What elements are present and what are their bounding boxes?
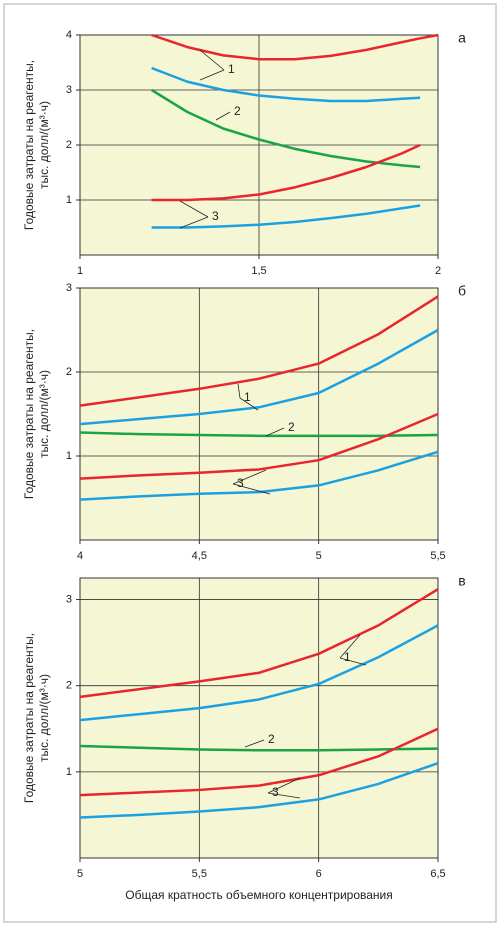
- y-tick-label: 3: [66, 84, 72, 96]
- y-axis-label: тыс. долл/(м³·ч): [37, 370, 51, 458]
- leader-line: [199, 69, 225, 81]
- x-tick-label: 5: [77, 868, 83, 880]
- x-tick-label: 4,5: [192, 550, 207, 562]
- x-tick-label: 2: [435, 265, 441, 277]
- y-tick-label: 4: [66, 29, 72, 41]
- curve-label: 3: [212, 209, 219, 223]
- curve: [79, 762, 439, 819]
- x-tick-label: 6,5: [430, 868, 445, 880]
- leader-line: [179, 200, 209, 218]
- leader-line: [267, 777, 301, 794]
- curve: [79, 412, 439, 480]
- plot-border: [79, 34, 439, 256]
- leader-line: [199, 49, 225, 71]
- curve: [79, 624, 439, 722]
- panel-label: в: [458, 573, 465, 589]
- curve: [79, 431, 439, 438]
- leader-line: [232, 469, 267, 485]
- leader-line: [244, 739, 265, 748]
- leader-line: [179, 216, 209, 229]
- leader-line: [265, 427, 285, 437]
- x-tick-label: 4: [77, 550, 83, 562]
- leader-line: [267, 792, 301, 799]
- curve: [79, 450, 439, 501]
- y-axis-label: Годовые затраты на реагенты,: [22, 633, 36, 803]
- y-tick-label: 1: [66, 766, 72, 778]
- curve: [79, 295, 439, 407]
- curve-label: 2: [288, 420, 295, 434]
- leader-line: [239, 397, 259, 411]
- leader-line: [232, 483, 271, 495]
- y-tick-label: 2: [66, 139, 72, 151]
- curve: [150, 88, 421, 169]
- y-tick-label: 3: [66, 593, 72, 605]
- curve: [151, 66, 421, 103]
- y-axis-label: тыс. долл/(м³·ч): [37, 674, 51, 762]
- leader-line: [339, 657, 367, 666]
- plot-area: [80, 288, 438, 540]
- x-tick-label: 6: [316, 868, 322, 880]
- curve-label: 3: [237, 476, 244, 490]
- leader-line: [237, 383, 241, 399]
- leader-line: [215, 111, 231, 121]
- x-axis-label: Общая кратность объемного концентрирован…: [125, 888, 392, 902]
- curve: [79, 588, 439, 699]
- y-axis-label: Годовые затраты на реагенты,: [22, 60, 36, 230]
- curve-label: 2: [268, 732, 275, 746]
- panel-label: б: [458, 283, 466, 299]
- y-axis-label: тыс. долл/(м³·ч): [37, 101, 51, 189]
- x-tick-label: 1: [77, 265, 83, 277]
- x-tick-label: 5,5: [192, 868, 207, 880]
- curve-label: 1: [344, 650, 351, 664]
- curve: [151, 143, 421, 202]
- panel-label: а: [458, 30, 466, 46]
- curve-label: 1: [244, 390, 251, 404]
- y-tick-label: 1: [66, 194, 72, 206]
- curve-label: 2: [234, 104, 241, 118]
- x-tick-label: 5: [316, 550, 322, 562]
- x-tick-label: 5,5: [430, 550, 445, 562]
- plot-border: [79, 577, 439, 859]
- curve: [79, 727, 439, 797]
- curve-label: 3: [272, 785, 279, 799]
- curve-label: 1: [228, 62, 235, 76]
- curve: [151, 33, 439, 61]
- curve: [79, 328, 439, 426]
- x-tick-label: 1,5: [251, 265, 266, 277]
- y-tick-label: 2: [66, 680, 72, 692]
- y-tick-label: 3: [66, 282, 72, 294]
- leader-line: [339, 634, 361, 659]
- y-tick-label: 1: [66, 450, 72, 462]
- curve: [79, 744, 439, 752]
- y-tick-label: 2: [66, 366, 72, 378]
- curve: [151, 204, 421, 229]
- y-axis-label: Годовые затраты на реагенты,: [22, 329, 36, 499]
